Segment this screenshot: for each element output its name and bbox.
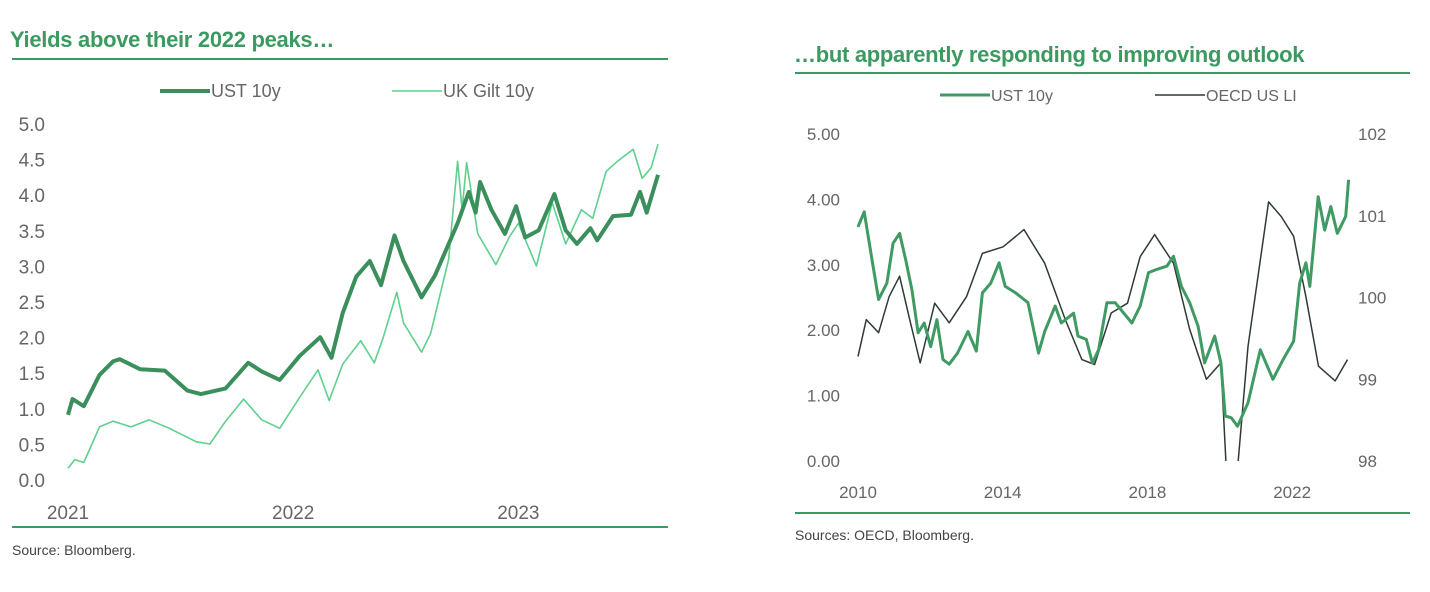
right-bottom-rule (795, 512, 1410, 514)
legend-label: OECD US LI (1206, 88, 1297, 105)
y-tick-label: 1.0 (19, 400, 45, 421)
right-title-rule (795, 72, 1410, 74)
y2-tick-label: 101 (1358, 207, 1386, 226)
y-tick-label: 2.00 (807, 321, 840, 340)
right-source-note: Sources: OECD, Bloomberg. (795, 527, 974, 543)
left-title-rule (12, 58, 668, 60)
series-line-ust-10y (66, 174, 660, 416)
y-tick-label: 2.5 (19, 293, 45, 314)
x-tick-label: 2018 (1128, 483, 1166, 502)
y2-tick-label: 100 (1358, 289, 1386, 308)
y-tick-label: 1.00 (807, 387, 840, 406)
x-tick-label: 2022 (1273, 483, 1311, 502)
legend-label: UST 10y (211, 81, 281, 101)
y-tick-label: 3.5 (19, 222, 45, 243)
left-source-note: Source: Bloomberg. (12, 542, 136, 558)
y-tick-label: 0.00 (807, 452, 840, 471)
y-tick-label: 1.5 (19, 364, 45, 385)
y-tick-label: 0.5 (19, 435, 45, 456)
x-tick-label: 2014 (984, 483, 1022, 502)
legend-label: UST 10y (991, 88, 1053, 105)
y2-tick-label: 102 (1358, 125, 1386, 144)
y2-tick-label: 98 (1358, 452, 1377, 471)
y-tick-label: 4.0 (19, 186, 45, 207)
x-tick-label: 2022 (272, 503, 314, 524)
x-tick-label: 2023 (497, 503, 539, 524)
series-line-ust-10y (856, 179, 1351, 428)
series-line-uk-gilt-10y (67, 143, 659, 469)
y2-tick-label: 99 (1358, 370, 1377, 389)
x-tick-label: 2010 (839, 483, 877, 502)
y-tick-label: 4.5 (19, 151, 45, 172)
chart-1: 0.0 0.5 1.0 1.5 2.0 2.5 3.0 3.5 4.0 4.5 5.0 2021 202… (19, 81, 660, 524)
y-tick-label: 3.0 (19, 257, 45, 278)
legend-label: UK Gilt 10y (443, 81, 534, 101)
y-tick-label: 2.0 (19, 329, 45, 350)
left-chart-title: Yields above their 2022 peaks… (10, 27, 335, 52)
y-tick-label: 5.0 (19, 115, 45, 136)
x-tick-label: 2021 (47, 503, 89, 524)
y-tick-label: 0.0 (19, 471, 45, 492)
right-chart-title: …but apparently responding to improving … (794, 42, 1305, 67)
y-tick-label: 3.00 (807, 256, 840, 275)
series-line-oecd-us-li (857, 201, 1349, 461)
left-bottom-rule (12, 526, 668, 528)
y-tick-label: 4.00 (807, 190, 840, 209)
chart-2: 0.00 1.00 2.00 3.00 4.00 5.00 98 99 100 101 102 201… (807, 88, 1386, 502)
y-tick-label: 5.00 (807, 125, 840, 144)
